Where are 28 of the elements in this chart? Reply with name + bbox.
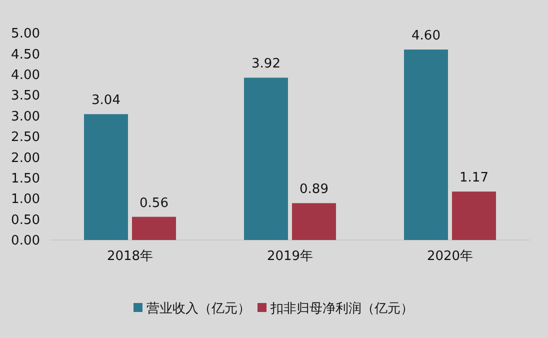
data-label: 3.92 <box>252 56 280 72</box>
y-tick-label: 4.00 <box>11 68 40 83</box>
data-label: 4.60 <box>412 28 440 44</box>
y-tick-label: 0.50 <box>11 212 40 228</box>
y-tick-label: 2.50 <box>11 130 40 146</box>
bar <box>244 78 288 240</box>
y-tick-label: 1.00 <box>11 192 40 208</box>
bar <box>404 50 448 240</box>
bar <box>452 192 496 240</box>
y-tick-label: 0.00 <box>11 234 40 249</box>
x-tick-label: 2018年 <box>106 249 154 264</box>
bar <box>132 216 176 240</box>
data-label: 1.17 <box>460 170 488 186</box>
bar <box>292 203 336 240</box>
bar <box>84 114 128 240</box>
y-tick-label: 3.50 <box>11 88 40 104</box>
data-label: 3.04 <box>92 93 120 108</box>
legend-label: 营业收入（亿元） <box>146 302 250 317</box>
y-tick-label: 3.00 <box>11 109 40 124</box>
y-tick-label: 4.50 <box>11 47 40 62</box>
data-label: 0.89 <box>300 182 328 198</box>
y-tick-label: 5.00 <box>11 26 40 42</box>
data-label: 0.56 <box>140 196 168 211</box>
legend-label: 扣非归母净利润（亿元） <box>270 302 414 317</box>
x-tick-label: 2020年 <box>426 249 474 264</box>
x-tick-label: 2019年 <box>266 249 314 264</box>
y-tick-label: 2.00 <box>11 150 40 166</box>
y-tick-label: 1.50 <box>11 171 40 186</box>
